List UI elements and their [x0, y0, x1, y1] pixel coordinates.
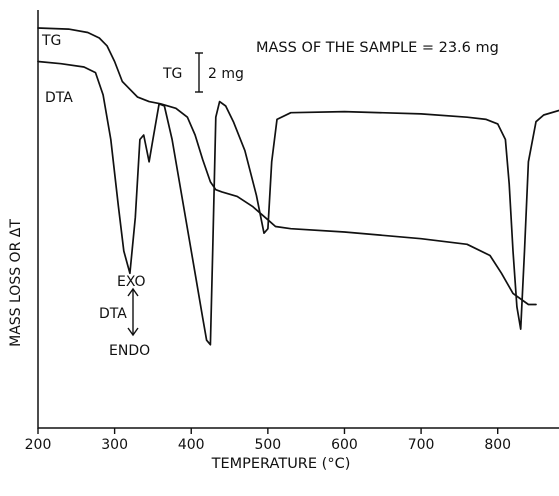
x-tick-label: 200	[25, 437, 52, 453]
tg-scale-label: TG	[162, 66, 182, 82]
exo-label: EXO	[117, 274, 146, 290]
x-axis-title: TEMPERATURE (°C)	[211, 456, 351, 472]
endo-label: ENDO	[109, 343, 150, 359]
tg-scale-value: 2 mg	[208, 66, 244, 82]
x-tick-label: 700	[408, 437, 435, 453]
plot-frame	[37, 10, 559, 429]
tg-scale-bar	[195, 52, 203, 93]
dta-curve	[37, 60, 559, 346]
x-axis-ticks: 200 300 400 500 600 700 800	[25, 428, 511, 453]
x-tick-label: 600	[331, 437, 358, 453]
y-axis-title: MASS LOSS OR ΔT	[8, 219, 24, 347]
dta-direction-label: DTA	[99, 306, 127, 322]
x-tick-label: 500	[254, 437, 281, 453]
tg-series-label: TG	[41, 33, 61, 49]
x-tick-label: 800	[484, 437, 511, 453]
x-tick-label: 400	[178, 437, 205, 453]
tg-curve	[37, 27, 537, 306]
dta-series-label: DTA	[45, 90, 73, 106]
sample-mass-annotation: MASS OF THE SAMPLE = 23.6 mg	[256, 40, 499, 56]
x-tick-label: 300	[101, 437, 128, 453]
exo-endo-arrow	[127, 287, 139, 337]
